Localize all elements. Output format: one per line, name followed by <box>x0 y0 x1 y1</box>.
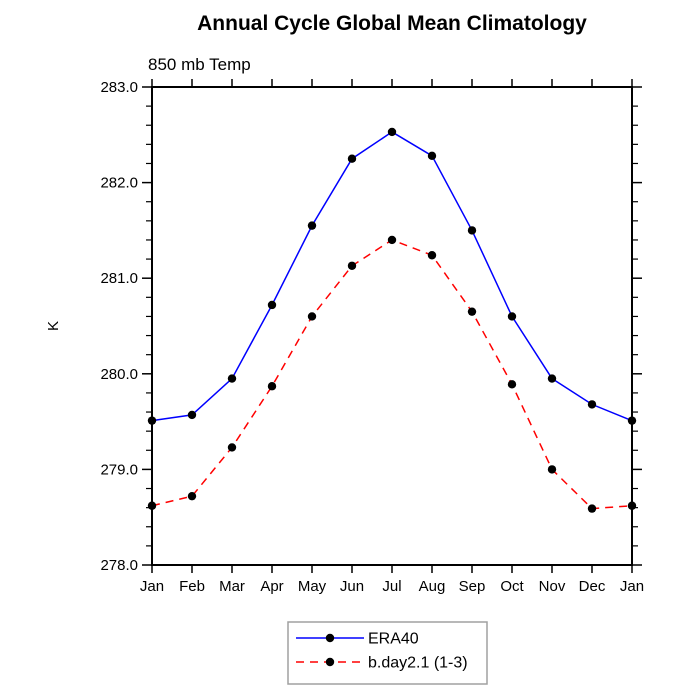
x-tick-label: Apr <box>260 578 283 595</box>
y-tick-label: 281.0 <box>100 270 138 287</box>
data-point-marker <box>307 312 317 321</box>
x-tick-label: Jan <box>620 578 644 595</box>
legend-label-bday21: b.day2.1 (1-3) <box>368 655 468 672</box>
data-point-marker <box>387 235 397 245</box>
data-point-marker <box>347 154 357 163</box>
y-axis-label: K <box>45 321 62 331</box>
data-point-marker <box>467 307 477 316</box>
data-point-marker <box>387 127 397 137</box>
x-tick-label: Jan <box>140 578 164 595</box>
chart-title: Annual Cycle Global Mean Climatology <box>197 12 587 35</box>
data-point-marker <box>267 382 277 391</box>
data-point-marker <box>147 501 157 510</box>
y-tick-label: 280.0 <box>100 366 138 383</box>
data-point-marker <box>187 491 197 501</box>
x-tick-label: Feb <box>179 578 205 595</box>
x-tick-label: Jul <box>382 578 401 595</box>
x-tick-label: Sep <box>459 578 486 595</box>
data-point-marker <box>427 151 437 161</box>
data-point-marker <box>627 501 637 510</box>
x-tick-label: Aug <box>419 578 446 595</box>
y-tick-label: 283.0 <box>100 79 138 96</box>
axes-layer: Jan Feb Mar Apr May Jun Jul Aug Sep Oct Nov Dec Jan2… <box>100 79 644 595</box>
plot-frame <box>151 86 633 566</box>
data-point-marker <box>467 226 477 235</box>
legend-marker-dot <box>325 633 335 643</box>
y-tick-label: 282.0 <box>100 175 138 192</box>
data-point-marker <box>227 374 237 383</box>
legend-entry-era40: ERA40 <box>296 631 419 648</box>
data-point-marker <box>347 261 357 270</box>
data-point-marker <box>427 251 437 260</box>
x-tick-label: Mar <box>219 578 245 595</box>
data-point-marker <box>547 374 557 383</box>
series-line-era40 <box>151 131 633 422</box>
series-line-b-day2-1-1-3- <box>151 239 633 510</box>
data-point-marker <box>187 410 197 420</box>
data-point-marker <box>587 504 597 513</box>
chart-subtitle: 850 mb Temp <box>148 55 251 74</box>
x-tick-label: May <box>298 578 327 595</box>
data-point-marker <box>147 416 157 425</box>
x-tick-label: Nov <box>539 578 566 595</box>
data-point-marker <box>627 416 637 425</box>
data-point-marker <box>507 380 517 389</box>
x-tick-label: Dec <box>579 578 606 595</box>
x-tick-label: Jun <box>340 578 364 595</box>
data-point-marker <box>507 312 517 321</box>
x-tick-label: Oct <box>500 578 524 595</box>
series-layer <box>147 127 637 513</box>
legend-marker-dot <box>325 657 335 667</box>
legend-label-era40: ERA40 <box>368 631 419 648</box>
legend: ERA40 b.day2.1 (1-3) <box>287 621 488 685</box>
data-point-marker <box>307 221 317 230</box>
data-point-marker <box>227 443 237 452</box>
legend-box <box>287 621 488 685</box>
data-point-marker <box>587 400 597 409</box>
data-point-marker <box>547 465 557 474</box>
y-tick-label: 279.0 <box>100 461 138 478</box>
legend-entry-bday21: b.day2.1 (1-3) <box>296 655 468 672</box>
data-point-marker <box>267 300 277 310</box>
y-tick-label: 278.0 <box>100 557 138 574</box>
